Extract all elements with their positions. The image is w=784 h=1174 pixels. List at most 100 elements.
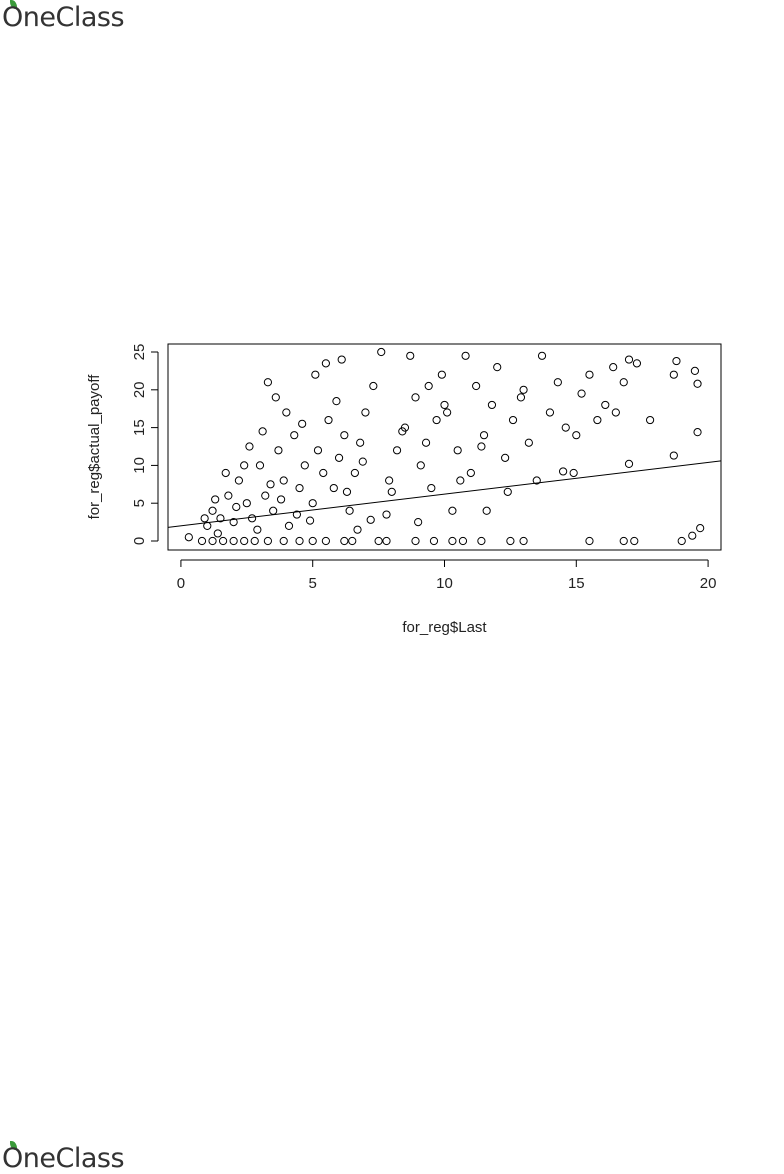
point [253,525,262,534]
point [669,451,678,460]
point [295,483,304,493]
y-tick-label: 10 [131,457,148,474]
point [208,536,217,546]
x-axis-label: for_reg$Last [402,619,487,636]
point [348,536,357,546]
point [292,510,301,519]
point [443,408,452,417]
point [329,483,338,493]
point [353,525,362,534]
point [493,363,502,372]
point [429,536,439,546]
point [508,415,518,425]
point [266,480,275,489]
point [218,536,228,546]
point [619,536,628,546]
point [461,351,470,360]
point [472,381,481,391]
point [561,423,570,432]
point [688,531,697,540]
plot-frame [167,343,722,551]
point [524,438,533,447]
point [377,347,386,357]
point [630,536,639,546]
point [545,408,555,417]
point [569,468,578,478]
point [229,536,238,546]
point [519,536,528,546]
point [356,438,365,447]
point [263,378,272,387]
point [645,415,655,425]
x-tick-label: 0 [177,575,185,592]
point [271,393,280,402]
point [340,536,349,546]
point [208,506,217,515]
point [421,438,431,447]
point [382,536,391,546]
point [458,536,468,546]
point [479,431,489,440]
point [448,536,457,546]
point [240,461,249,470]
footer-logo: OneClass [2,1143,125,1174]
point [411,536,420,546]
point [677,536,686,546]
point [229,518,238,527]
point [477,536,486,546]
point [669,370,678,379]
point [414,518,423,527]
point [308,499,317,508]
logo-leaf [10,0,17,9]
point [624,459,634,468]
logo-leaf [10,1141,17,1150]
point [213,529,222,538]
point [693,379,702,388]
fit-line [167,460,722,528]
point [305,516,315,525]
point [501,453,510,462]
point [200,514,209,523]
chart: 0 5 10 15 20 0 5 10 15 20 25 for_reg$Last for_reg$ac… [86,343,722,636]
point [398,427,407,436]
point [392,446,402,455]
point [369,381,378,391]
point [387,487,396,496]
point [585,370,594,379]
point [487,400,497,410]
point [295,536,304,546]
point [261,491,270,500]
point [247,514,257,523]
y-tick-label: 15 [131,419,148,436]
point [334,453,344,462]
point [308,536,317,546]
point [424,381,433,391]
point [382,510,391,519]
point [690,366,700,376]
point [696,524,705,533]
point [242,499,251,508]
point [255,461,265,470]
point [321,359,330,368]
point [416,461,425,470]
point [274,446,283,455]
point [245,442,254,451]
point [519,385,528,394]
point [411,393,420,402]
point [503,487,512,496]
point [279,536,288,546]
point [516,393,526,402]
point [693,428,702,437]
point [250,536,259,546]
point [406,351,415,360]
point [453,446,462,455]
point [432,415,441,425]
point [466,468,475,478]
x-tick-label: 10 [436,575,453,592]
point [672,356,681,366]
point [477,442,486,451]
point [611,408,620,417]
point [427,483,436,493]
point [572,431,581,440]
